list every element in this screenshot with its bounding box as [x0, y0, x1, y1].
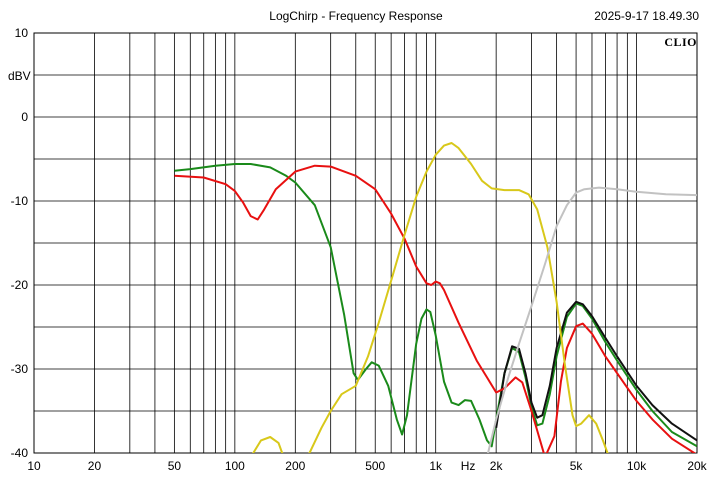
- chart-title: LogChirp - Frequency Response: [269, 9, 443, 23]
- y-tick-label: 0: [21, 110, 28, 124]
- x-tick-label: 2k: [490, 459, 504, 473]
- x-tick-label: 100: [225, 459, 245, 473]
- series-line-3: [174, 164, 697, 453]
- x-tick-label: 5k: [570, 459, 584, 473]
- x-tick-label: 20k: [687, 459, 707, 473]
- y-tick-label: -20: [11, 278, 29, 292]
- series-line-5: [486, 186, 697, 453]
- x-tick-label: 10: [27, 459, 41, 473]
- series-group: [174, 142, 697, 453]
- y-tick-label: -40: [11, 446, 29, 460]
- y-tick-label: -30: [11, 362, 29, 376]
- x-axis-label: Hz: [461, 459, 476, 473]
- y-axis-label: dBV: [8, 69, 31, 83]
- x-tick-label: 20: [88, 459, 102, 473]
- y-tick-label: -10: [11, 194, 29, 208]
- x-tick-label: 1k: [429, 459, 443, 473]
- brand-logo: CLIO: [664, 35, 697, 49]
- x-tick-label: 500: [365, 459, 385, 473]
- series-line-1: [174, 163, 697, 448]
- grid: [33, 32, 698, 454]
- plot-frame: [33, 32, 698, 454]
- x-tick-label: 200: [285, 459, 305, 473]
- y-tick-label: 10: [15, 26, 29, 40]
- x-tick-label: 10k: [627, 459, 647, 473]
- series-line-4: [252, 142, 609, 453]
- timestamp: 2025-9-17 18.49.30: [594, 9, 699, 23]
- series-line-2: [495, 300, 697, 442]
- x-tick-label: 50: [168, 459, 182, 473]
